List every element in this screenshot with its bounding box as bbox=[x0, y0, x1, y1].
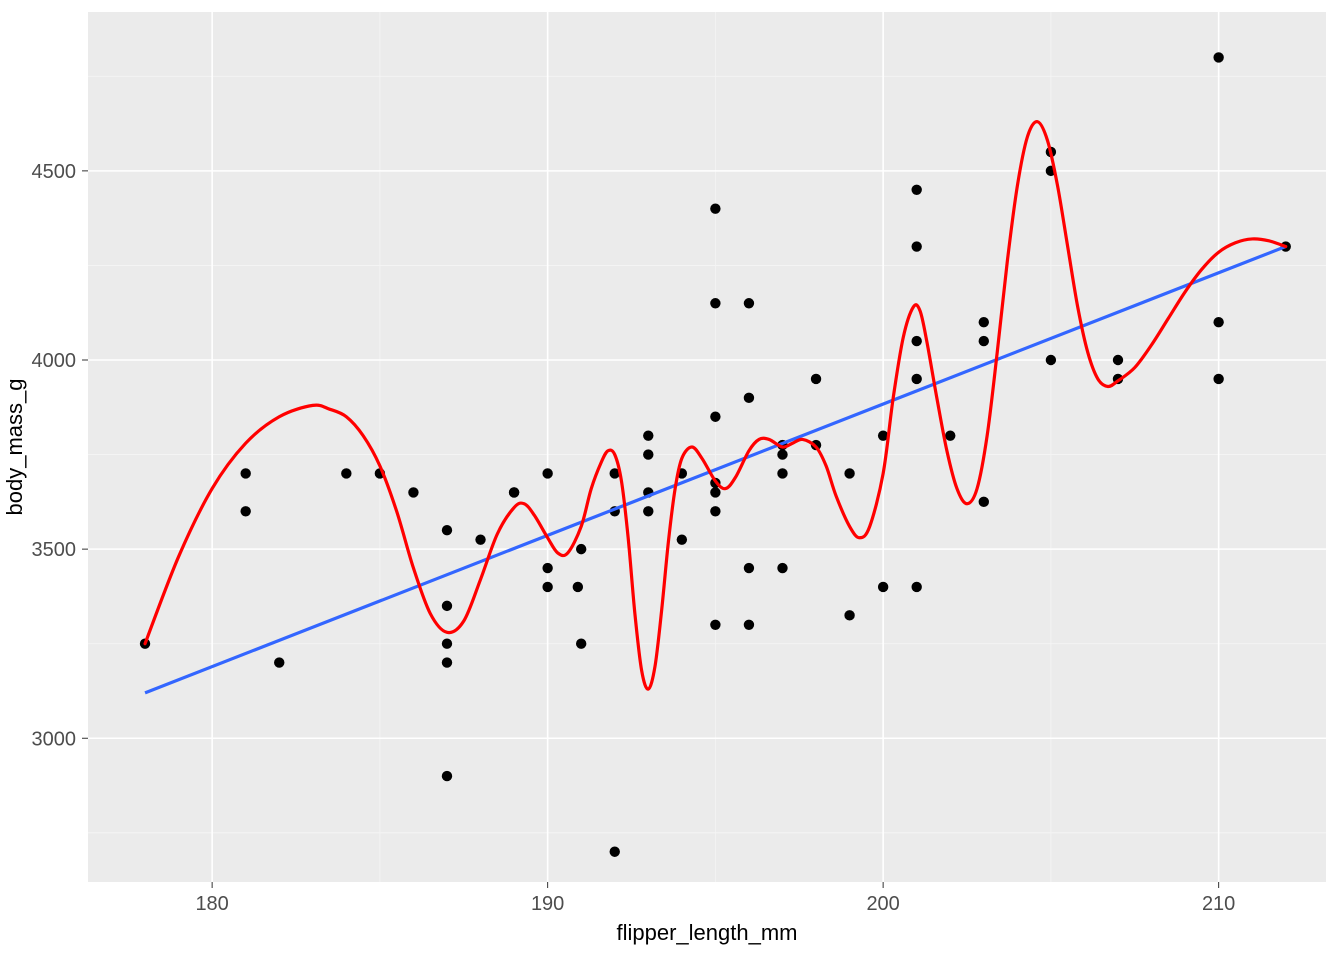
data-point bbox=[542, 563, 552, 573]
data-point bbox=[911, 185, 921, 195]
data-point bbox=[576, 544, 586, 554]
data-point bbox=[542, 582, 552, 592]
x-axis-title: flipper_length_mm bbox=[617, 920, 798, 945]
data-point bbox=[1046, 355, 1056, 365]
data-point bbox=[878, 582, 888, 592]
data-point bbox=[911, 336, 921, 346]
data-point bbox=[979, 336, 989, 346]
data-point bbox=[542, 468, 552, 478]
data-point bbox=[844, 610, 854, 620]
plot-panel bbox=[88, 12, 1326, 882]
y-axis-title: body_mass_g bbox=[2, 379, 27, 516]
y-tick-label: 4500 bbox=[32, 161, 77, 183]
data-point bbox=[710, 620, 720, 630]
data-point bbox=[744, 393, 754, 403]
data-point bbox=[442, 771, 452, 781]
data-point bbox=[844, 468, 854, 478]
data-point bbox=[911, 241, 921, 251]
data-point bbox=[777, 563, 787, 573]
data-point bbox=[710, 412, 720, 422]
data-point bbox=[1213, 52, 1223, 62]
data-point bbox=[945, 430, 955, 440]
data-point bbox=[1213, 317, 1223, 327]
data-point bbox=[573, 582, 583, 592]
data-point bbox=[341, 468, 351, 478]
data-point bbox=[240, 506, 250, 516]
y-tick-label: 3500 bbox=[32, 539, 77, 561]
data-point bbox=[240, 468, 250, 478]
data-point bbox=[744, 563, 754, 573]
data-point bbox=[475, 534, 485, 544]
x-tick-label: 180 bbox=[195, 893, 228, 915]
data-point bbox=[274, 657, 284, 667]
x-tick-label: 190 bbox=[531, 893, 564, 915]
y-tick-label: 3000 bbox=[32, 728, 77, 750]
data-point bbox=[509, 487, 519, 497]
data-point bbox=[1113, 355, 1123, 365]
data-point bbox=[710, 487, 720, 497]
data-point bbox=[744, 298, 754, 308]
data-point bbox=[442, 601, 452, 611]
x-tick-label: 200 bbox=[866, 893, 899, 915]
data-point bbox=[442, 657, 452, 667]
data-point bbox=[442, 525, 452, 535]
data-point bbox=[911, 374, 921, 384]
y-axis-ticks: 3000 3500 4000 4500 bbox=[32, 161, 89, 750]
data-point bbox=[979, 317, 989, 327]
x-tick-label: 210 bbox=[1202, 893, 1235, 915]
data-point bbox=[643, 506, 653, 516]
data-point bbox=[643, 449, 653, 459]
data-point bbox=[643, 430, 653, 440]
data-point bbox=[811, 374, 821, 384]
data-point bbox=[777, 449, 787, 459]
data-point bbox=[777, 468, 787, 478]
data-point bbox=[408, 487, 418, 497]
data-point bbox=[911, 582, 921, 592]
data-point bbox=[610, 847, 620, 857]
data-point bbox=[677, 534, 687, 544]
data-point bbox=[1213, 374, 1223, 384]
data-point bbox=[710, 298, 720, 308]
scatter-chart: 180 190 200 210 3000 3500 4000 4500 flipper_leng… bbox=[0, 0, 1344, 960]
data-point bbox=[744, 620, 754, 630]
data-point bbox=[710, 506, 720, 516]
data-point bbox=[442, 638, 452, 648]
y-tick-label: 4000 bbox=[32, 350, 77, 372]
data-point bbox=[576, 638, 586, 648]
data-point bbox=[979, 497, 989, 507]
data-point bbox=[710, 203, 720, 213]
x-axis-ticks: 180 190 200 210 bbox=[195, 882, 1235, 915]
